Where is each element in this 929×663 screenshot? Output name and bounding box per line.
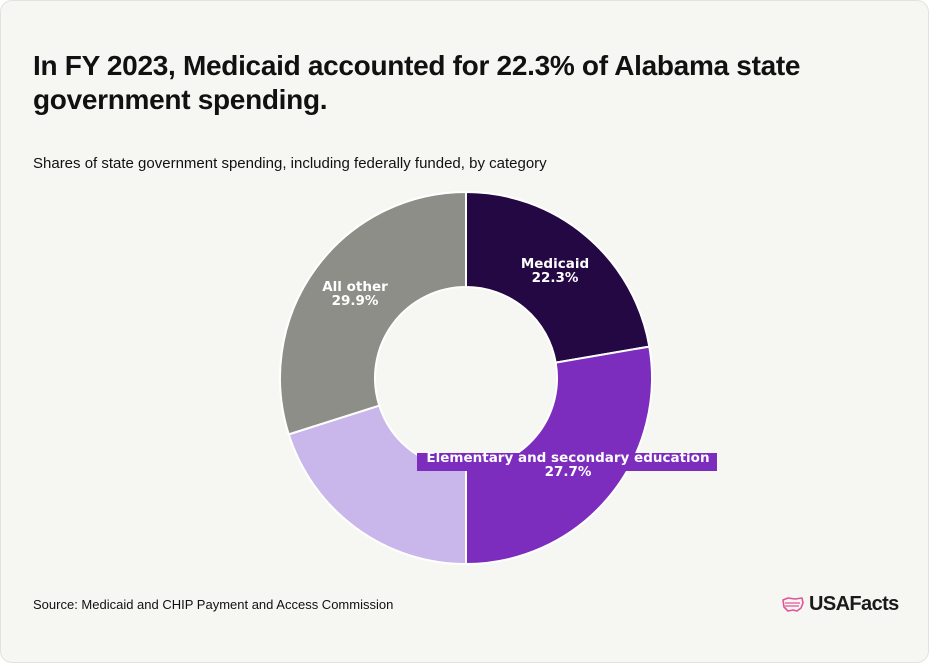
chart-subtitle: Shares of state government spending, inc…: [33, 155, 547, 172]
slice-label-all-other: All other 29.9%: [322, 279, 388, 309]
donut-chart: Medicaid 22.3% Elementary and secondary ed…: [279, 190, 717, 566]
slice-label-medicaid: Medicaid 22.3%: [521, 256, 589, 286]
us-map-flag-icon: [782, 596, 804, 612]
chart-title: In FY 2023, Medicaid accounted for 22.3%…: [33, 50, 801, 115]
donut-slice-medicaid: [465, 190, 651, 364]
logo-text: USAFacts: [809, 593, 899, 615]
donut-slice-unlabeled: [287, 404, 467, 566]
source-note: Source: Medicaid and CHIP Payment and Ac…: [33, 597, 394, 612]
usafacts-logo: USAFacts: [781, 593, 899, 616]
slice-label-elementary-and-secondary-education: Elementary and secondary education 27.7%: [426, 450, 709, 480]
donut-slice-all-other: [279, 190, 467, 436]
education-label-background: [417, 453, 717, 471]
